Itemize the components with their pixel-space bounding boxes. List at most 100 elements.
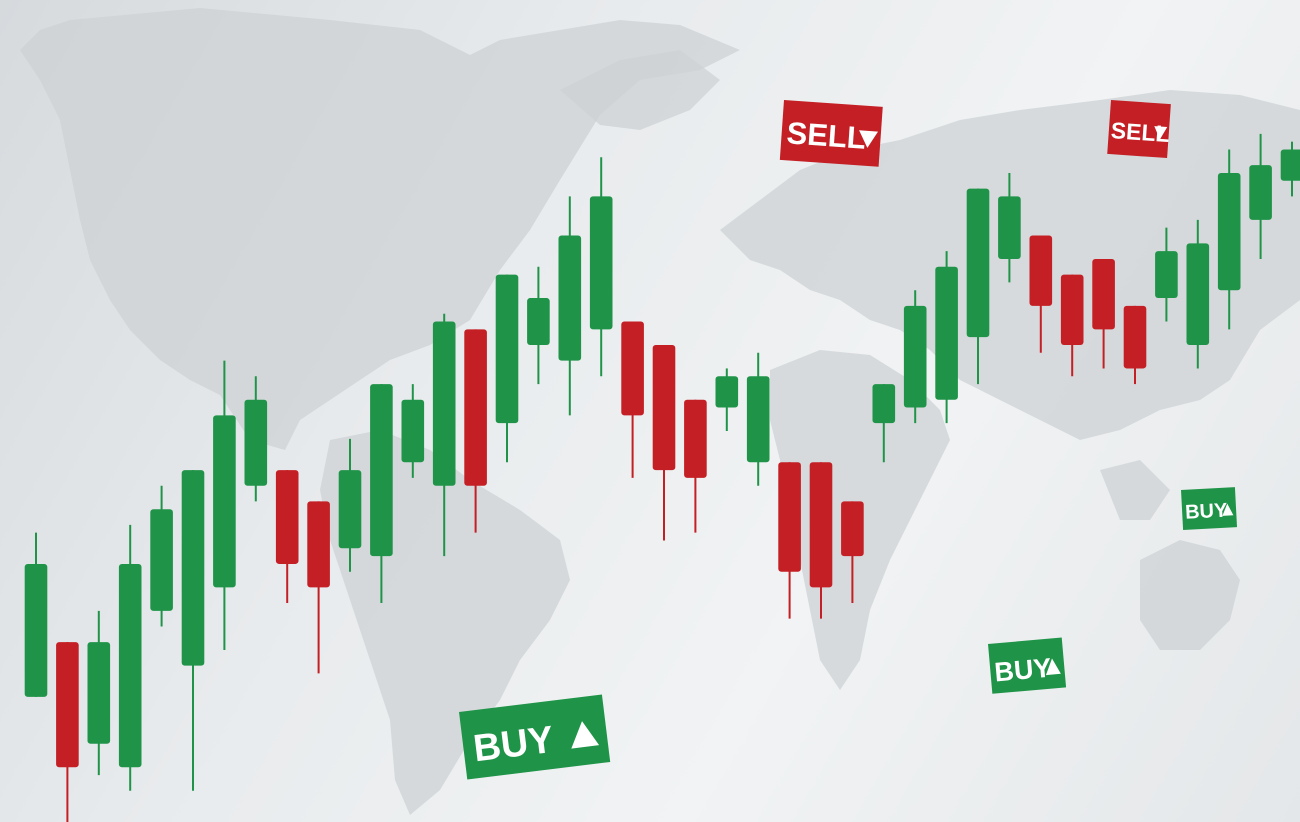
- candle-23: [715, 368, 739, 431]
- candle-body: [715, 376, 739, 408]
- candle-33: [1029, 235, 1053, 353]
- buy-tag-bg: [987, 637, 1067, 694]
- candle-25: [778, 462, 801, 619]
- candle-body: [150, 509, 173, 611]
- candle-40: [1249, 133, 1272, 259]
- candle-body: [244, 399, 268, 486]
- candle-body: [1123, 305, 1147, 369]
- candle-35: [1092, 258, 1115, 369]
- candle-body: [1060, 274, 1084, 345]
- candle-body: [746, 376, 770, 463]
- candle-body: [1186, 243, 1210, 345]
- sell-tag-label: SELL: [786, 115, 867, 155]
- candle-body: [495, 274, 519, 424]
- candle-38: [1186, 219, 1210, 369]
- candle-body: [275, 470, 299, 564]
- buy-tag-label: BUY: [471, 719, 556, 770]
- candle-26: [809, 462, 833, 619]
- candle-31: [966, 188, 990, 385]
- sell-signal-tag: SELL: [779, 100, 883, 167]
- triangle-up-icon: [571, 721, 600, 749]
- candle-body: [558, 235, 582, 361]
- candle-17: [527, 266, 550, 385]
- candle-5: [150, 485, 173, 627]
- candle-41: [1280, 141, 1300, 197]
- candle-2: [56, 642, 79, 822]
- candle-32: [998, 172, 1021, 283]
- candle-body: [1029, 235, 1053, 306]
- candle-body: [872, 384, 896, 424]
- candle-19: [589, 157, 613, 377]
- candle-18: [558, 196, 582, 416]
- candle-11: [338, 438, 362, 572]
- triangle-up-icon: [1222, 503, 1234, 516]
- candle-24: [746, 352, 770, 486]
- candle-9: [275, 470, 299, 604]
- buy-tag-label: BUY: [1185, 500, 1229, 524]
- candle-4: [118, 524, 142, 791]
- candle-body: [370, 384, 393, 557]
- candle-body: [1155, 251, 1178, 299]
- sell-tag-bg: [779, 100, 883, 167]
- candle-body: [841, 501, 864, 557]
- candle-body: [809, 462, 833, 588]
- buy-tag-bg: [1181, 487, 1238, 530]
- candle-34: [1060, 274, 1084, 377]
- candle-body: [684, 399, 707, 478]
- candle-22: [684, 399, 707, 533]
- candle-body: [307, 501, 330, 588]
- candle-body: [401, 399, 425, 463]
- candle-6: [181, 470, 205, 791]
- triangle-down-icon: [859, 130, 879, 148]
- candle-body: [338, 470, 362, 549]
- candle-body: [998, 196, 1021, 259]
- candle-body: [903, 305, 927, 408]
- candle-body: [24, 563, 48, 697]
- triangle-up-icon: [1045, 658, 1061, 676]
- candle-body: [118, 563, 142, 768]
- candle-body: [1280, 149, 1300, 181]
- candle-39: [1217, 149, 1241, 330]
- candle-body: [966, 188, 990, 338]
- candle-21: [652, 344, 676, 541]
- candle-body: [87, 642, 111, 744]
- buy-tag-label: BUY: [993, 653, 1052, 688]
- candle-body: [1092, 258, 1115, 330]
- signals-group: BUY SELL BUY SELL BUY: [459, 99, 1238, 780]
- candle-body: [432, 321, 456, 486]
- candle-27: [841, 501, 864, 604]
- candle-28: [872, 384, 896, 463]
- candle-7: [213, 360, 236, 650]
- candle-body: [1217, 172, 1241, 291]
- candle-12: [370, 384, 393, 604]
- candle-body: [935, 266, 958, 400]
- candle-13: [401, 384, 425, 478]
- candle-body: [589, 196, 613, 330]
- candle-body: [213, 415, 236, 588]
- candle-body: [1249, 165, 1272, 220]
- sell-signal-tag: SELL: [1107, 99, 1171, 159]
- candle-30: [935, 251, 958, 424]
- buy-signal-tag: BUY: [987, 637, 1067, 694]
- candle-20: [621, 321, 644, 478]
- buy-tag-bg: [459, 694, 611, 780]
- candle-10: [307, 501, 330, 674]
- candle-body: [181, 470, 205, 666]
- candle-15: [464, 329, 487, 533]
- candle-3: [87, 610, 111, 776]
- candle-36: [1123, 305, 1147, 385]
- candle-37: [1155, 227, 1178, 322]
- candle-body: [652, 344, 676, 471]
- candle-body: [56, 642, 79, 768]
- candle-14: [432, 313, 456, 557]
- triangle-down-icon: [1154, 126, 1168, 140]
- sell-tag-bg: [1107, 99, 1171, 159]
- candle-body: [621, 321, 644, 416]
- candle-1: [24, 532, 48, 697]
- candle-body: [464, 329, 487, 486]
- buy-signal-tag: BUY: [1181, 487, 1238, 530]
- candle-29: [903, 290, 927, 424]
- candle-body: [527, 298, 550, 345]
- candle-8: [244, 376, 268, 502]
